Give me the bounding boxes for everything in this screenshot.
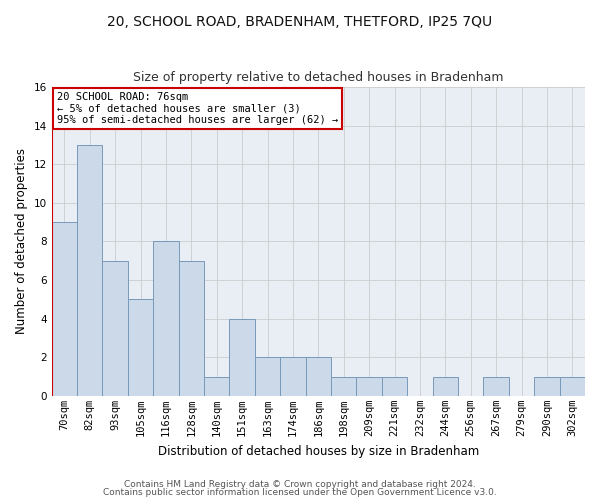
Bar (153, 242, 179, 396)
Text: Contains public sector information licensed under the Open Government Licence v3: Contains public sector information licen… (103, 488, 497, 497)
Y-axis label: Number of detached properties: Number of detached properties (15, 148, 28, 334)
Bar (128, 300, 153, 396)
Bar (484, 376, 509, 396)
Bar (52, 222, 77, 396)
Title: Size of property relative to detached houses in Bradenham: Size of property relative to detached ho… (133, 72, 503, 85)
Bar (305, 358, 331, 396)
Bar (77, 145, 103, 396)
Text: 20 SCHOOL ROAD: 76sqm
← 5% of detached houses are smaller (3)
95% of semi-detach: 20 SCHOOL ROAD: 76sqm ← 5% of detached h… (57, 92, 338, 125)
Bar (331, 376, 356, 396)
Text: 20, SCHOOL ROAD, BRADENHAM, THETFORD, IP25 7QU: 20, SCHOOL ROAD, BRADENHAM, THETFORD, IP… (107, 15, 493, 29)
Bar (382, 376, 407, 396)
Bar (204, 376, 229, 396)
Text: Contains HM Land Registry data © Crown copyright and database right 2024.: Contains HM Land Registry data © Crown c… (124, 480, 476, 489)
Bar (255, 358, 280, 396)
Bar (179, 261, 204, 396)
Bar (280, 358, 305, 396)
Bar (534, 376, 560, 396)
X-axis label: Distribution of detached houses by size in Bradenham: Distribution of detached houses by size … (158, 444, 479, 458)
Bar (229, 318, 255, 396)
Bar (356, 376, 382, 396)
Bar (560, 376, 585, 396)
Bar (103, 261, 128, 396)
Bar (433, 376, 458, 396)
